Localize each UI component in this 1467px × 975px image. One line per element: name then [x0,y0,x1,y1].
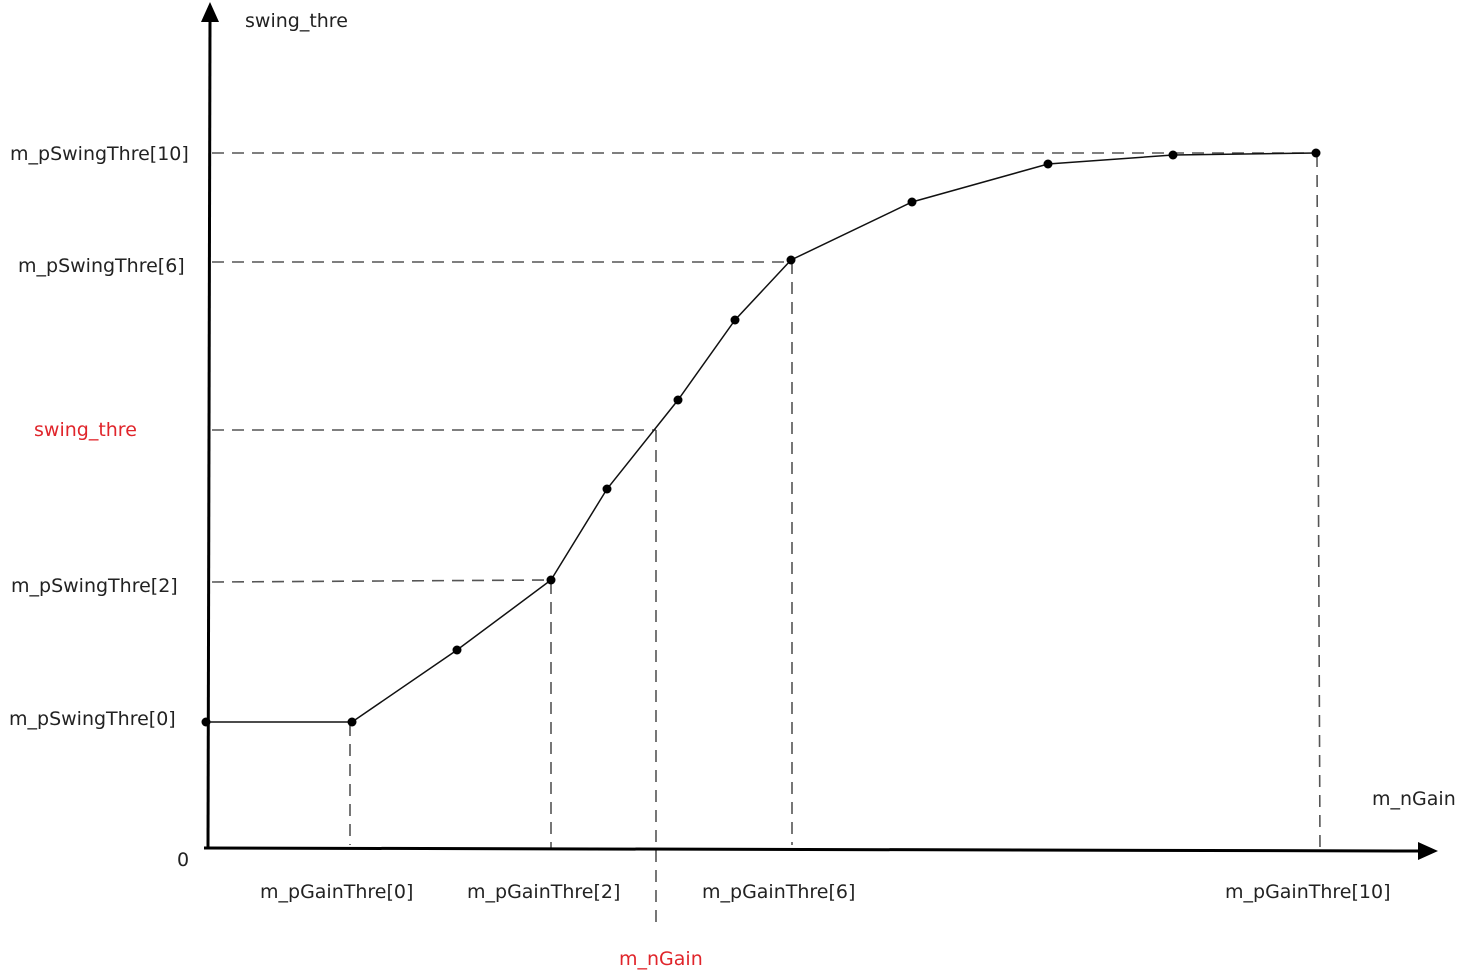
x-tick-label: m_pGainThre[6] [702,881,856,903]
x-axis-arrow [1418,842,1438,860]
x-tick-label: m_pGainThre[10] [1225,881,1391,903]
x-axis-title: m_nGain [1372,788,1456,810]
y-tick-label: m_pSwingThre[10] [10,143,189,165]
curve-point [730,315,740,325]
y-axis-arrow [201,2,219,22]
y-highlight-label: swing_thre [34,419,137,441]
y-axis [206,17,212,849]
curve-point [1043,159,1053,169]
curve-point [546,575,556,585]
y-axis-title: swing_thre [245,10,348,32]
origin-label: 0 [177,849,190,871]
x-axis [203,846,1423,853]
dashed-guide-line [1316,154,1321,851]
x-tick-label: m_pGainThre[0] [260,881,414,903]
curve-point [347,717,357,727]
x-tick-label: m_pGainThre[2] [467,881,621,903]
y-tick-label: m_pSwingThre[0] [9,708,176,730]
y-tick-label: m_pSwingThre[2] [11,575,178,597]
curve-point [1311,148,1321,158]
dashed-guide-line [211,579,552,583]
curve-point [452,645,462,655]
curve-point [602,484,612,494]
curve-point [201,717,211,727]
y-tick-label: m_pSwingThre[6] [18,255,185,277]
x-highlight-label: m_nGain [619,948,703,970]
curve-point [907,197,917,207]
curve-points [201,148,1321,727]
curve-point [786,255,796,265]
guide-lines [211,152,1321,928]
curve [206,152,1317,723]
curve-point [1168,150,1178,160]
curve-point [673,395,683,405]
